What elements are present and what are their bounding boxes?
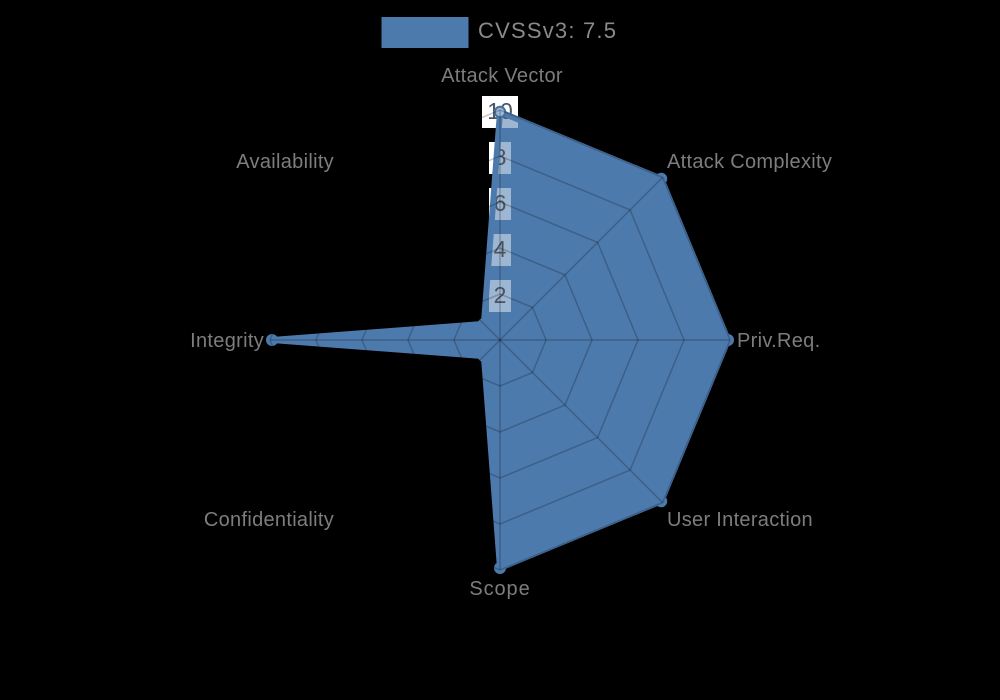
svg-text:Attack Vector: Attack Vector	[441, 65, 563, 87]
svg-text:Priv.Req.: Priv.Req.	[737, 330, 820, 352]
svg-text:CVSSv3: 7.5: CVSSv3: 7.5	[478, 18, 617, 43]
svg-text:Confidentiality: Confidentiality	[204, 509, 334, 531]
svg-text:Integrity: Integrity	[190, 330, 264, 352]
svg-text:User Interaction: User Interaction	[667, 509, 813, 531]
svg-text:Availability: Availability	[236, 151, 334, 173]
svg-text:4: 4	[494, 236, 507, 262]
svg-text:6: 6	[494, 190, 507, 216]
svg-text:2: 2	[494, 282, 507, 308]
svg-text:Scope: Scope	[469, 578, 530, 600]
svg-text:Attack Complexity: Attack Complexity	[667, 151, 832, 173]
